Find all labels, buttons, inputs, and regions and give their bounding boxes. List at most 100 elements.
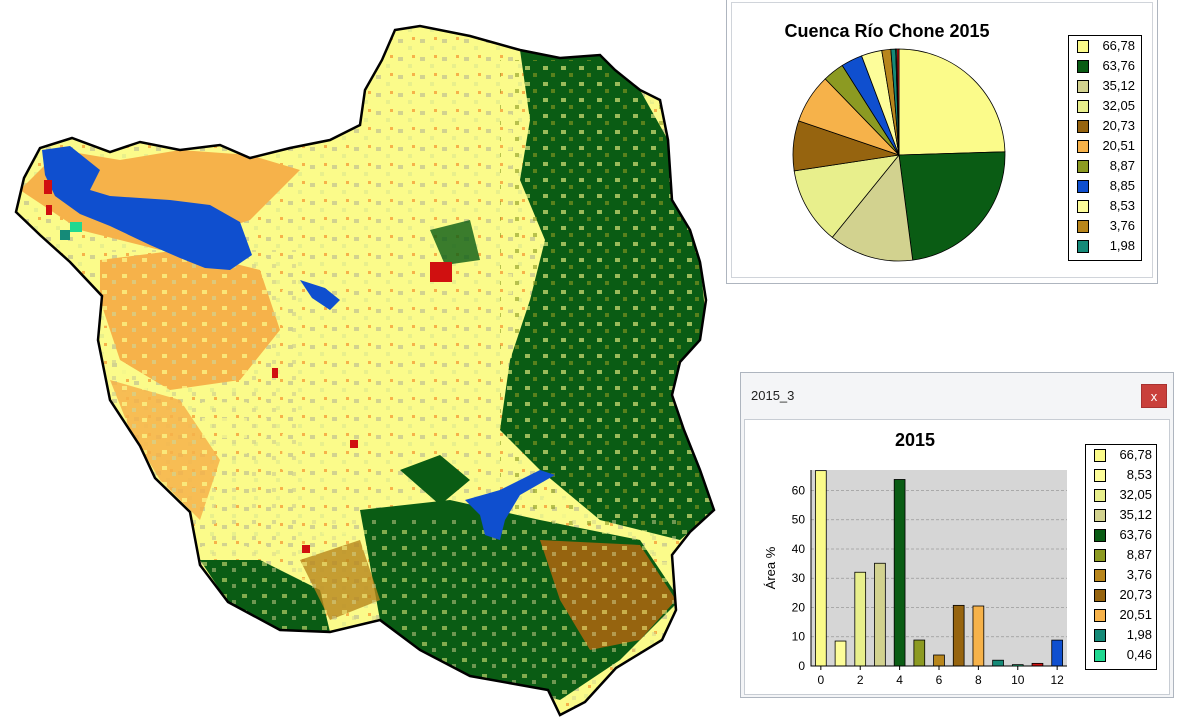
- bar: [972, 605, 985, 667]
- pie-chart: [792, 48, 1006, 262]
- pie-legend-item: 20,51: [1069, 136, 1141, 156]
- bar: [913, 639, 926, 667]
- y-tick-label: 20: [792, 600, 806, 614]
- pie-legend-swatch: [1077, 160, 1089, 173]
- pie-legend-label: 20,73: [1102, 118, 1135, 133]
- y-tick-label: 0: [798, 659, 805, 673]
- bar: [893, 479, 906, 667]
- pie-legend-swatch: [1077, 180, 1089, 193]
- bar-chart-window: 2015_3 x 2015 0 10 20 30 40 50 60 0 2 4 6 8 10 12 Área…: [740, 372, 1174, 698]
- pie-legend-label: 20,51: [1102, 138, 1135, 153]
- pie-legend-label: 1,98: [1109, 238, 1135, 253]
- pie-legend-label: 8,87: [1109, 158, 1135, 173]
- watershed-map: [14, 24, 716, 717]
- pie-chart-panel: Cuenca Río Chone 2015 66,78 63,76 35,12 32,…: [731, 2, 1153, 278]
- bar-legend-label: 0,46: [1126, 647, 1152, 662]
- close-button[interactable]: x: [1141, 384, 1167, 408]
- plot-area: [811, 470, 1067, 666]
- pie-legend-swatch: [1077, 60, 1089, 73]
- bar-legend-label: 35,12: [1119, 507, 1152, 522]
- bar-legend-label: 1,98: [1126, 627, 1152, 642]
- pie-legend: 66,78 63,76 35,12 32,05 20,73 20,51 8,87 8,85 8,…: [1068, 35, 1142, 261]
- bar-legend-label: 8,53: [1126, 467, 1152, 482]
- y-tick-label: 40: [792, 542, 806, 556]
- x-tick-label: 10: [1011, 673, 1025, 687]
- pie-chart-title: Cuenca Río Chone 2015: [784, 21, 990, 41]
- bar: [874, 562, 886, 667]
- bar-legend-swatch: [1094, 469, 1106, 482]
- bar-legend-swatch: [1094, 649, 1106, 662]
- pie-legend-item: 66,78: [1069, 36, 1141, 56]
- bar-legend-swatch: [1094, 589, 1106, 602]
- bar-legend-label: 20,51: [1119, 607, 1152, 622]
- bar-legend-label: 20,73: [1119, 587, 1152, 602]
- pie-legend-label: 8,53: [1109, 198, 1135, 213]
- pie-legend-label: 66,78: [1102, 38, 1135, 53]
- bar-legend-swatch: [1094, 629, 1106, 642]
- bar-legend-item: 1,98: [1086, 625, 1156, 645]
- x-tick-label: 0: [818, 673, 825, 687]
- pie-legend-swatch: [1077, 140, 1089, 153]
- bar-legend-swatch: [1094, 509, 1106, 522]
- bar: [854, 571, 867, 667]
- window-titlebar[interactable]: 2015_3 x: [741, 373, 1173, 419]
- pie-legend-item: 8,87: [1069, 156, 1141, 176]
- bar-legend-label: 66,78: [1119, 447, 1152, 462]
- bar-legend-label: 32,05: [1119, 487, 1152, 502]
- pie-legend-item: 32,05: [1069, 96, 1141, 116]
- bar: [933, 654, 945, 667]
- pie-legend-item: 35,12: [1069, 76, 1141, 96]
- pie-legend-swatch: [1077, 220, 1089, 233]
- pie-slice: [898, 48, 1006, 156]
- x-tick-label: 8: [975, 673, 982, 687]
- x-tick-label: 12: [1050, 673, 1064, 687]
- bar-legend-swatch: [1094, 569, 1106, 582]
- bar: [815, 470, 827, 667]
- pie-slice: [831, 154, 914, 262]
- bar-legend: 66,78 8,53 32,05 35,12 63,76 8,87 3,76 20,73 20,…: [1085, 444, 1157, 670]
- pie-legend-item: 8,53: [1069, 196, 1141, 216]
- pie-legend-item: 63,76: [1069, 56, 1141, 76]
- bar-legend-item: 8,87: [1086, 545, 1156, 565]
- pie-legend-item: 8,85: [1069, 176, 1141, 196]
- x-tick-label: 2: [857, 673, 864, 687]
- bar-chart: 0 10 20 30 40 50 60 0 2 4 6 8 10 12 Área %: [763, 470, 1067, 687]
- bar: [1051, 639, 1063, 667]
- y-axis-label: Área %: [763, 546, 778, 589]
- pie-legend-item: 20,73: [1069, 116, 1141, 136]
- y-tick-label: 30: [792, 571, 806, 585]
- x-tick-label: 6: [936, 673, 943, 687]
- bar-legend-label: 63,76: [1119, 527, 1152, 542]
- bar-legend-swatch: [1094, 609, 1106, 622]
- pie-legend-swatch: [1077, 200, 1089, 213]
- bar-legend-item: 20,73: [1086, 585, 1156, 605]
- axes: [810, 470, 1067, 667]
- pie-legend-swatch: [1077, 120, 1089, 133]
- bar: [834, 640, 847, 667]
- pie-legend-label: 32,05: [1102, 98, 1135, 113]
- pie-legend-label: 35,12: [1102, 78, 1135, 93]
- pie-legend-swatch: [1077, 40, 1089, 53]
- pie-legend-item: 3,76: [1069, 216, 1141, 236]
- y-tick-label: 50: [792, 513, 806, 527]
- bar-legend-item: 66,78: [1086, 445, 1156, 465]
- bar-chart-title: 2015: [894, 430, 936, 450]
- bar-legend-swatch: [1094, 449, 1106, 462]
- bar-legend-item: 63,76: [1086, 525, 1156, 545]
- bar-legend-item: 8,53: [1086, 465, 1156, 485]
- bar-legend-swatch: [1094, 529, 1106, 542]
- bar-chart-panel: 2015 0 10 20 30 40 50 60 0 2 4 6 8 10 12 Área % 66,78 8…: [744, 419, 1170, 695]
- bar-legend-item: 20,51: [1086, 605, 1156, 625]
- bar-legend-item: 3,76: [1086, 565, 1156, 585]
- pie-legend-swatch: [1077, 100, 1089, 113]
- bar-legend-swatch: [1094, 549, 1106, 562]
- pie-slice: [793, 154, 900, 238]
- bar-legend-label: 3,76: [1126, 567, 1152, 582]
- y-tick-label: 10: [792, 630, 806, 644]
- bar: [952, 604, 965, 667]
- bar-legend-item: 0,46: [1086, 645, 1156, 665]
- pie-legend-label: 8,85: [1109, 178, 1135, 193]
- bar-legend-swatch: [1094, 489, 1106, 502]
- bar-legend-item: 35,12: [1086, 505, 1156, 525]
- bar: [992, 659, 1004, 667]
